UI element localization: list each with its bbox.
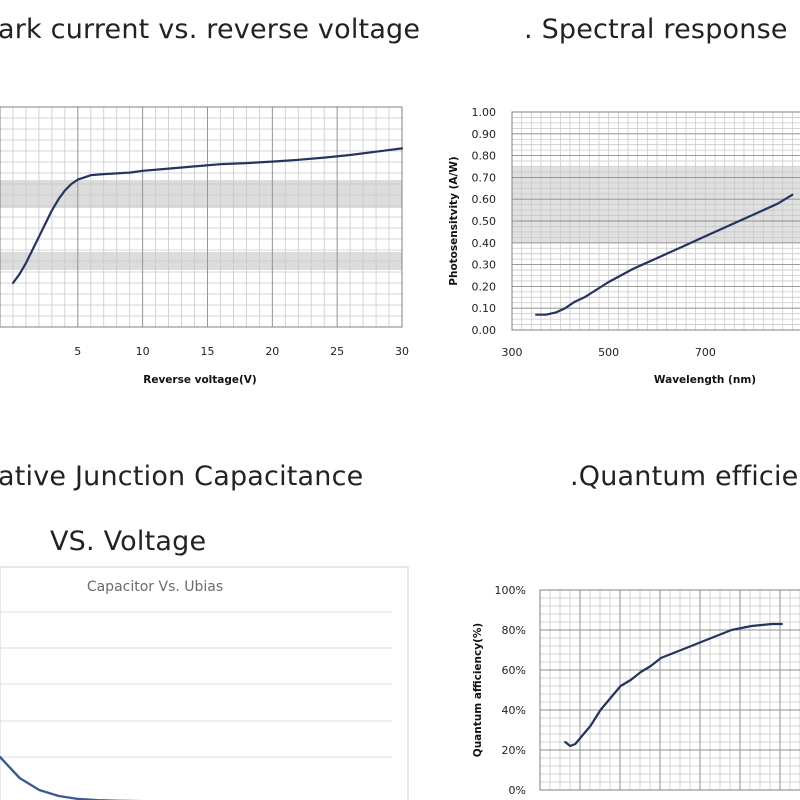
spectral-response-chart: 0.00 0.10 0.20 0.30 0.40 0.50 0.60 0.70 0.80 0.90…	[448, 106, 800, 386]
spectral-response-heading: . Spectral response	[524, 14, 788, 45]
dark-current-plot-frame	[0, 106, 403, 328]
quantum-plot-frame	[539, 589, 800, 791]
spectral-y-tick: 0.90	[472, 128, 497, 141]
capacitance-series-line	[0, 755, 144, 800]
quantum-y-tick: 40%	[502, 704, 526, 717]
quantum-y-tick: 100%	[495, 584, 526, 597]
grid-band	[0, 180, 402, 208]
quantum-y-tick: 0%	[509, 784, 526, 797]
dark-current-x-tick: 5	[74, 345, 81, 358]
quantum-series-line	[564, 622, 783, 748]
spectral-plot-frame	[511, 111, 800, 331]
spectral-x-tick: 300	[502, 346, 523, 359]
dark-current-heading: ark current vs. reverse voltage	[0, 14, 421, 45]
spectral-y-tick: 0.40	[472, 237, 497, 250]
dark-current-x-tick: 10	[136, 345, 150, 358]
quantum-efficiency-heading: .Quantum efficie	[570, 461, 799, 492]
capacitance-heading-line1: ative Junction Capacitance	[0, 461, 364, 492]
dark-current-x-tick: 30	[395, 345, 409, 358]
spectral-y-tick: 1.00	[472, 106, 497, 119]
capacitance-chart-frame	[0, 566, 409, 800]
capacitance-chart-title: Capacitor Vs. Ubias	[87, 579, 223, 595]
quantum-y-tick: 60%	[502, 664, 526, 677]
dark-current-series-line	[11, 147, 404, 285]
quantum-y-tick: 20%	[502, 744, 526, 757]
spectral-y-tick: 0.60	[472, 193, 497, 206]
dark-current-x-axis-title: Reverse voltage(V)	[143, 374, 257, 386]
capacitance-heading-line2: VS. Voltage	[50, 526, 207, 557]
spectral-y-axis-title: Photosensitvity (A/W)	[448, 156, 460, 285]
dark-current-x-tick: 25	[330, 345, 344, 358]
capacitance-chart: Capacitor Vs. Ubias	[0, 566, 409, 800]
spectral-x-tick: 700	[695, 346, 716, 359]
quantum-efficiency-chart: 0% 20% 40% 60% 80% 100% Quantum afficiency(%)	[472, 584, 800, 797]
spectral-series-line	[535, 193, 794, 316]
spectral-y-tick: 0.50	[472, 215, 497, 228]
dark-current-x-tick: 15	[200, 345, 214, 358]
spectral-x-axis-title: Wavelength (nm)	[654, 374, 756, 386]
spectral-y-tick: 0.30	[472, 259, 497, 272]
spectral-y-tick: 0.20	[472, 280, 497, 293]
spectral-x-tick: 500	[598, 346, 619, 359]
spectral-y-tick: 0.00	[472, 324, 497, 337]
dark-current-x-tick: 20	[265, 345, 279, 358]
spectral-y-tick: 0.80	[472, 150, 497, 163]
spectral-y-tick: 0.10	[472, 302, 497, 315]
dark-current-chart: 5 10 15 20 25 30 Reverse voltage(V)	[0, 106, 409, 386]
quantum-y-tick: 80%	[502, 624, 526, 637]
spectral-y-tick: 0.70	[472, 171, 497, 184]
quantum-y-axis-title: Quantum afficiency(%)	[472, 623, 484, 757]
